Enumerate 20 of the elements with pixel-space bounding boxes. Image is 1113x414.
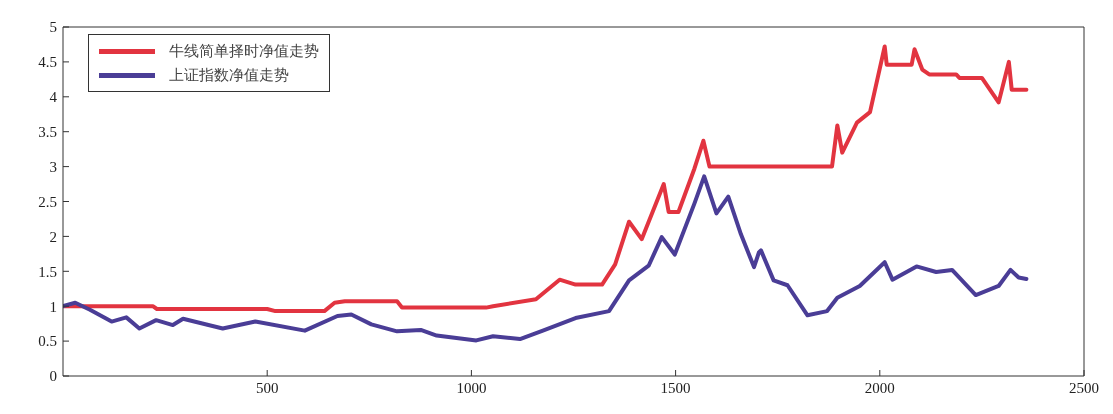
line-series [63, 44, 1029, 314]
y-tick-label: 2 [49, 228, 57, 245]
x-tick-label: 1000 [456, 379, 487, 396]
y-tick-label: 4 [49, 89, 58, 106]
y-tick-label: 5 [49, 19, 57, 36]
y-tick-label: 1 [49, 298, 57, 315]
y-tick-label: 3.5 [38, 124, 57, 141]
y-tick-label: 0.5 [38, 333, 57, 350]
y-tick-label: 0 [49, 368, 57, 385]
y-tick-label: 3 [49, 158, 57, 175]
y-tick-label: 4.5 [38, 54, 57, 71]
line-series [63, 174, 1029, 343]
y-tick-label: 2.5 [38, 193, 57, 210]
x-tick-label: 2500 [1069, 379, 1099, 396]
legend-label: 牛线简单择时净值走势 [169, 41, 319, 61]
x-tick-label: 1500 [660, 379, 691, 396]
x-tick-label: 500 [255, 379, 279, 396]
x-tick-label: 2000 [864, 379, 895, 396]
y-tick-label: 1.5 [38, 263, 57, 280]
legend-label: 上证指数净值走势 [169, 65, 289, 85]
